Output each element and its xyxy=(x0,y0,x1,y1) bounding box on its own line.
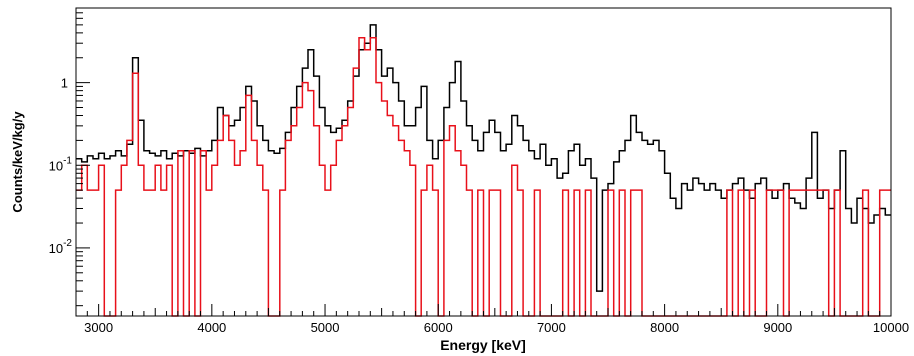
y-axis-ticks: 10-2 10-1 1 xyxy=(49,7,90,307)
x-tick-label: 5000 xyxy=(311,320,340,335)
x-tick-label: 3000 xyxy=(84,320,113,335)
y-axis-title: Counts/keV/kg/y xyxy=(10,111,25,213)
x-tick-label: 9000 xyxy=(763,320,792,335)
plot-frame xyxy=(75,7,892,317)
x-tick-label: 7000 xyxy=(537,320,566,335)
x-tick-label: 10000 xyxy=(873,320,909,335)
x-tick-label: 8000 xyxy=(650,320,679,335)
x-tick-label: 4000 xyxy=(197,320,226,335)
y-tick-label: 10-1 xyxy=(49,155,73,173)
x-axis-title: Energy [keV] xyxy=(440,337,526,353)
y-tick-label: 10-2 xyxy=(49,238,73,256)
x-axis-ticks: 3000 4000 5000 6000 7000 8000 9000 10000 xyxy=(75,304,909,335)
y-tick-label: 1 xyxy=(61,76,68,91)
x-tick-label: 6000 xyxy=(424,320,453,335)
